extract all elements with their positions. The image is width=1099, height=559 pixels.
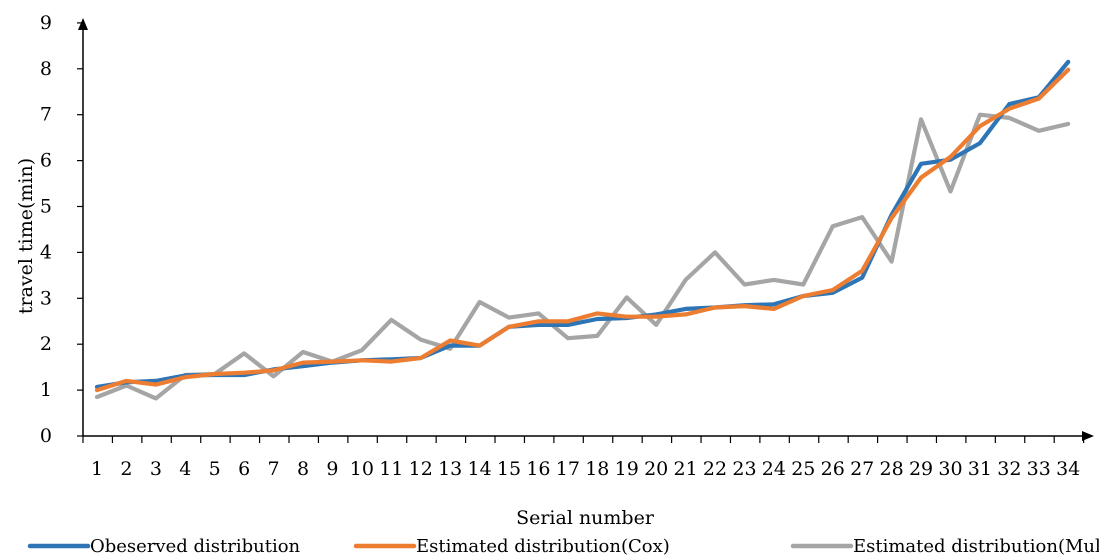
axes — [78, 18, 1094, 441]
x-tick-label: 17 — [556, 458, 580, 480]
x-tick-label: 18 — [585, 458, 609, 480]
x-tick-label: 20 — [644, 458, 668, 480]
y-tick-label: 5 — [40, 196, 52, 218]
x-tick-label: 31 — [968, 458, 992, 480]
x-tick-label: 26 — [821, 458, 845, 480]
x-tick-label: 21 — [674, 458, 698, 480]
x-axis-ticks: 1 2 3 4 5 6 7 8 9 10 11 12 13 14 15 16 17 18 19 20 21 22 23 24 2… — [82, 436, 1085, 480]
y-tick-label: 4 — [40, 241, 52, 263]
x-axis-arrow-icon — [1082, 431, 1094, 441]
x-axis-title: Serial number — [516, 507, 655, 529]
series-line-3 — [94, 112, 1071, 401]
x-tick-label: 11 — [379, 458, 403, 480]
legend: Obeserved distribution Estimated distribu… — [27, 536, 1099, 557]
y-tick-label: 8 — [40, 58, 52, 80]
x-tick-label: 34 — [1056, 458, 1080, 480]
plot-marks — [94, 59, 1071, 401]
x-tick-label: 5 — [209, 458, 221, 480]
y-tick-label: 2 — [40, 333, 52, 355]
x-tick-label: 4 — [179, 458, 191, 480]
y-axis-title: travel time(min) — [15, 158, 37, 314]
x-tick-label: 2 — [120, 458, 132, 480]
x-tick-label: 8 — [297, 458, 309, 480]
y-tick-label: 1 — [40, 379, 52, 401]
x-tick-label: 29 — [909, 458, 933, 480]
x-tick-label: 33 — [1027, 458, 1051, 480]
x-tick-label: 27 — [850, 458, 874, 480]
legend-label: Obeserved distribution — [90, 536, 301, 557]
x-tick-label: 32 — [997, 458, 1021, 480]
x-tick-label: 30 — [938, 458, 962, 480]
x-tick-label: 23 — [732, 458, 756, 480]
x-tick-label: 14 — [467, 458, 491, 480]
y-tick-label: 0 — [40, 425, 52, 447]
legend-label: Estimated distribution(Cox) — [416, 536, 670, 557]
y-axis-ticks: 0 1 2 3 4 5 6 7 8 9 — [40, 12, 83, 447]
y-tick-label: 6 — [40, 150, 52, 172]
x-tick-label: 15 — [497, 458, 521, 480]
x-tick-label: 3 — [150, 458, 162, 480]
y-tick-label: 7 — [40, 104, 52, 126]
x-tick-label: 13 — [438, 458, 462, 480]
x-tick-label: 25 — [791, 458, 815, 480]
y-tick-label: 9 — [40, 12, 52, 34]
x-tick-label: 19 — [615, 458, 639, 480]
y-axis-arrow-icon — [78, 18, 88, 30]
x-tick-label: 22 — [703, 458, 727, 480]
x-tick-label: 16 — [526, 458, 550, 480]
y-tick-label: 3 — [40, 287, 52, 309]
x-tick-label: 9 — [326, 458, 338, 480]
x-tick-label: 6 — [238, 458, 250, 480]
x-tick-label: 28 — [880, 458, 904, 480]
series-line-2 — [94, 67, 1071, 393]
x-tick-label: 24 — [762, 458, 786, 480]
legend-label: Estimated distribution(Mul) — [853, 536, 1099, 557]
x-tick-label: 1 — [91, 458, 103, 480]
x-tick-label: 10 — [350, 458, 374, 480]
x-tick-label: 12 — [409, 458, 433, 480]
x-tick-label: 7 — [268, 458, 280, 480]
